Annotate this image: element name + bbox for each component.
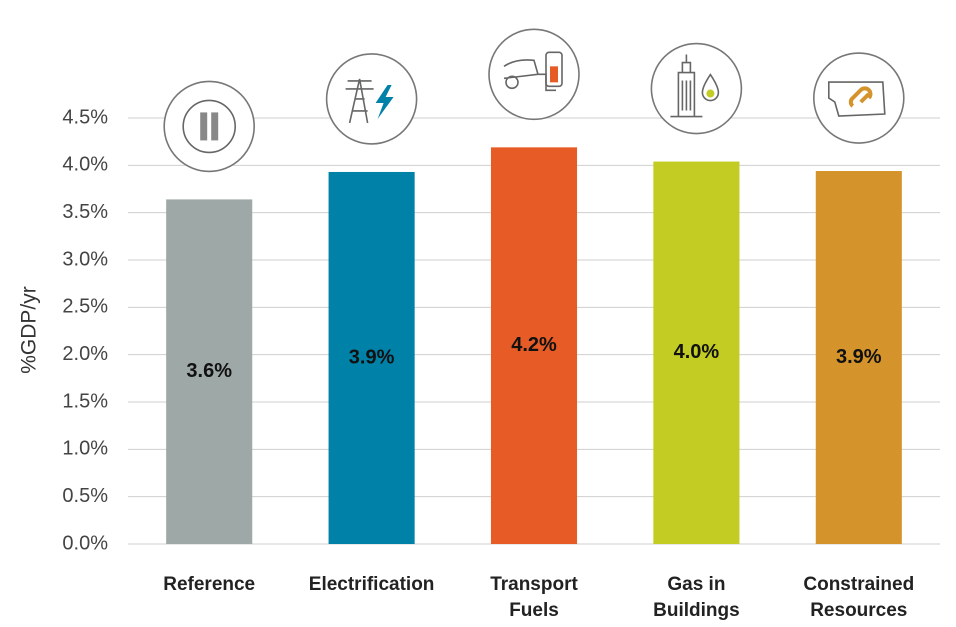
bar [653,161,740,544]
y-tick-label: 2.5% [62,296,108,318]
bar [815,171,902,544]
y-tick-label: 2.0% [62,343,108,365]
icon-circle [650,42,743,135]
x-tick-label: Constrained Resources [803,574,915,621]
bar [166,199,253,544]
bar [328,171,415,544]
y-tick-label: 1.5% [62,390,108,412]
y-axis-label: %GDP/yr [18,286,41,374]
y-tick-label: 1.0% [62,438,108,460]
value-label: 4.2% [511,334,557,356]
x-tick-label: Electrification [308,574,435,595]
y-tick-label: 0.0% [62,532,108,554]
value-label: 4.0% [674,341,720,363]
y-tick-label: 4.0% [62,154,108,176]
icon-circle [812,52,905,144]
x-tick-label: Transport Fuels [490,574,578,621]
bar [490,147,578,544]
y-tick-label: 3.0% [62,248,108,270]
x-tick-label: Reference [163,574,256,595]
icon-circle [325,53,418,145]
x-tick-label: Gas in Buildings [653,574,740,621]
value-label: 3.6% [186,360,232,382]
y-tick-label: 0.5% [62,485,108,507]
icon-circle [163,80,255,173]
value-label: 3.9% [836,346,882,368]
y-tick-label: 3.5% [62,201,108,223]
value-label: 3.9% [349,346,395,368]
y-tick-label: 4.5% [62,106,108,128]
